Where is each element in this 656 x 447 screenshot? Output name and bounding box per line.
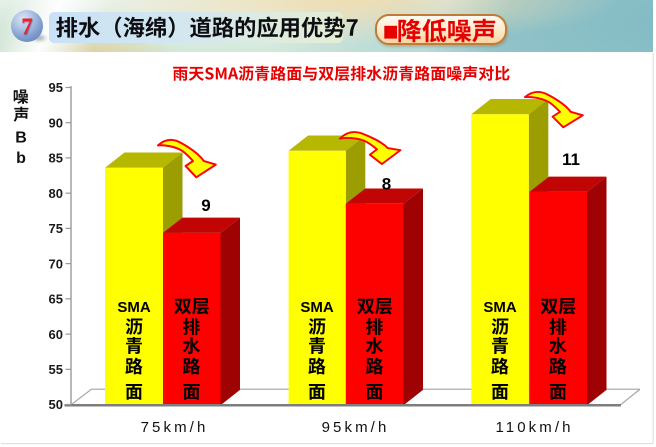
svg-text:b: b <box>16 150 26 167</box>
svg-text:65: 65 <box>49 292 63 307</box>
svg-text:8: 8 <box>382 175 391 194</box>
svg-text:70: 70 <box>49 256 63 271</box>
svg-text:11: 11 <box>562 150 580 169</box>
svg-text:B: B <box>15 130 27 147</box>
svg-text:95km/h: 95km/h <box>322 419 390 436</box>
svg-text:80: 80 <box>49 186 63 201</box>
svg-text:95: 95 <box>49 80 63 95</box>
svg-text:60: 60 <box>49 327 63 342</box>
svg-text:85: 85 <box>49 151 63 166</box>
svg-text:SMA: SMA <box>483 299 517 316</box>
svg-text:90: 90 <box>49 115 63 130</box>
svg-text:110km/h: 110km/h <box>495 419 573 436</box>
svg-text:75km/h: 75km/h <box>141 419 209 436</box>
svg-text:SMA: SMA <box>300 299 334 316</box>
svg-text:SMA: SMA <box>117 299 151 316</box>
svg-text:55: 55 <box>49 362 63 377</box>
svg-text:50: 50 <box>49 397 63 412</box>
svg-text:75: 75 <box>49 221 63 236</box>
svg-text:9: 9 <box>201 196 210 215</box>
